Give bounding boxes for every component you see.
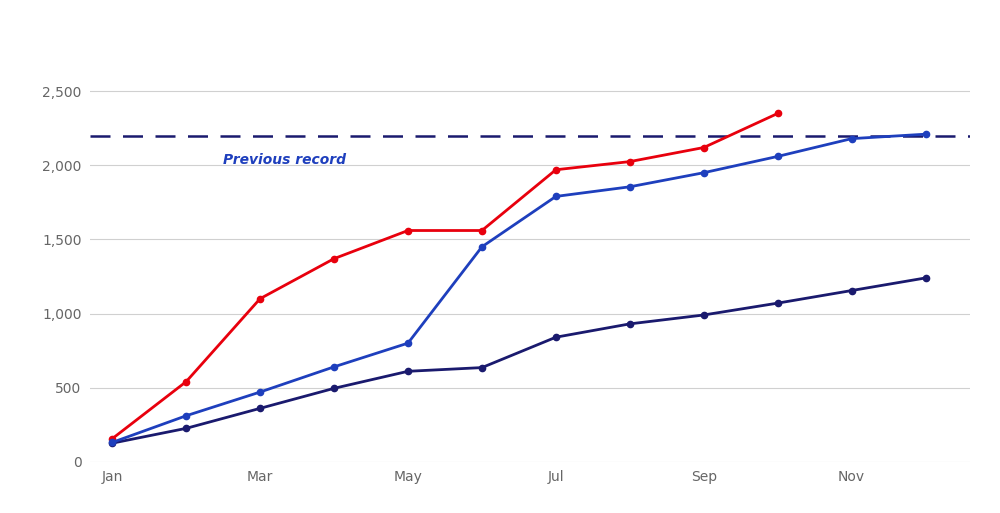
2022 [550, 167, 562, 173]
Line: 1950: 1950 [109, 131, 929, 446]
2022 [328, 255, 340, 262]
1950 [402, 340, 414, 346]
2022 [402, 227, 414, 233]
Average [476, 365, 488, 371]
Line: Average: Average [109, 275, 929, 446]
Text: Previous record: Previous record [223, 153, 346, 167]
1950 [624, 184, 636, 190]
2022 [180, 379, 192, 385]
1950 [846, 135, 858, 142]
2022 [772, 110, 784, 116]
2022 [254, 295, 266, 302]
1950 [772, 153, 784, 160]
Average [180, 425, 192, 431]
Average [920, 275, 932, 281]
Line: 2022: 2022 [109, 110, 781, 442]
1950 [106, 439, 118, 445]
Average [772, 300, 784, 306]
Average [106, 440, 118, 446]
2022 [624, 159, 636, 165]
Average [846, 287, 858, 293]
1950 [180, 412, 192, 419]
2022 [476, 227, 488, 233]
1950 [698, 170, 710, 176]
1950 [328, 364, 340, 370]
Average [328, 385, 340, 391]
Legend: Average, 2022, 1950: Average, 2022, 1950 [97, 0, 365, 6]
2022 [106, 436, 118, 442]
1950 [254, 389, 266, 395]
2022 [698, 145, 710, 151]
Average [550, 334, 562, 340]
Average [624, 321, 636, 327]
Average [254, 405, 266, 411]
1950 [550, 193, 562, 200]
1950 [476, 244, 488, 250]
Average [698, 312, 710, 318]
Average [402, 368, 414, 374]
1950 [920, 131, 932, 137]
